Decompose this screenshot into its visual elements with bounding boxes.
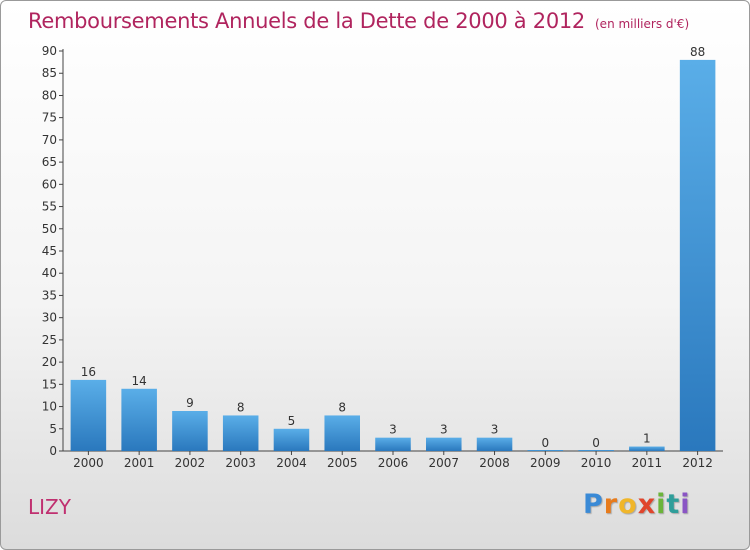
value-label-2003: 8 bbox=[237, 400, 245, 414]
x-tick-label: 2000 bbox=[73, 456, 104, 470]
bar-2010 bbox=[578, 450, 614, 451]
value-label-2005: 8 bbox=[338, 400, 346, 414]
x-tick-label: 2009 bbox=[530, 456, 561, 470]
x-tick-label: 2011 bbox=[632, 456, 663, 470]
y-tick-label: 90 bbox=[42, 44, 57, 58]
y-tick-label: 45 bbox=[42, 244, 57, 258]
bar-2006 bbox=[375, 437, 411, 451]
y-tick-label: 5 bbox=[49, 422, 57, 436]
logo-letter: t bbox=[666, 489, 681, 520]
value-label-2009: 0 bbox=[541, 436, 549, 450]
y-tick-label: 0 bbox=[49, 444, 57, 458]
bar-2004 bbox=[273, 428, 310, 451]
y-tick-label: 55 bbox=[42, 200, 57, 214]
y-tick-label: 80 bbox=[42, 88, 57, 102]
y-tick-label: 10 bbox=[42, 400, 57, 414]
logo-letter: r bbox=[603, 489, 619, 520]
y-tick-label: 35 bbox=[42, 288, 57, 302]
y-tick-label: 15 bbox=[42, 377, 57, 391]
x-tick-label: 2004 bbox=[276, 456, 307, 470]
bar-2001 bbox=[121, 388, 157, 451]
proxiti-logo: Proxiti bbox=[583, 489, 691, 520]
bar-2012 bbox=[679, 59, 716, 452]
x-tick-label: 2003 bbox=[225, 456, 256, 470]
value-label-2000: 16 bbox=[81, 365, 96, 379]
value-label-2002: 9 bbox=[186, 396, 194, 410]
bar-2005 bbox=[324, 415, 360, 451]
bar-2007 bbox=[426, 437, 462, 451]
place-name: LIZY bbox=[28, 495, 71, 519]
x-tick-label: 2001 bbox=[124, 456, 155, 470]
value-label-2001: 14 bbox=[132, 374, 147, 388]
x-tick-label: 2012 bbox=[682, 456, 713, 470]
bar-2009 bbox=[527, 450, 564, 451]
bar-2011 bbox=[629, 446, 665, 451]
value-label-2011: 1 bbox=[643, 432, 651, 446]
logo-letter: x bbox=[637, 489, 657, 520]
value-label-2008: 3 bbox=[491, 423, 499, 437]
value-label-2012: 88 bbox=[690, 45, 705, 59]
chart-subtitle: (en milliers d'€) bbox=[595, 17, 690, 31]
y-tick-label: 75 bbox=[42, 111, 57, 125]
x-tick-label: 2008 bbox=[479, 456, 510, 470]
x-tick-label: 2010 bbox=[581, 456, 612, 470]
value-label-2010: 0 bbox=[592, 436, 600, 450]
y-tick-label: 20 bbox=[42, 355, 57, 369]
logo-letter: i bbox=[680, 489, 691, 520]
x-tick-label: 2007 bbox=[428, 456, 459, 470]
y-tick-label: 70 bbox=[42, 133, 57, 147]
bar-2003 bbox=[222, 415, 259, 451]
bar-2002 bbox=[172, 411, 208, 451]
bar-2000 bbox=[70, 379, 107, 451]
chart-title-text: Remboursements Annuels de la Dette de 20… bbox=[28, 9, 585, 33]
logo-letter: i bbox=[656, 489, 667, 520]
value-label-2007: 3 bbox=[440, 423, 448, 437]
y-tick-label: 30 bbox=[42, 311, 57, 325]
y-tick-label: 65 bbox=[42, 155, 57, 169]
chart-title: Remboursements Annuels de la Dette de 20… bbox=[28, 9, 689, 33]
bar-2008 bbox=[476, 437, 513, 451]
y-tick-label: 60 bbox=[42, 177, 57, 191]
y-tick-label: 85 bbox=[42, 66, 57, 80]
x-tick-label: 2005 bbox=[327, 456, 358, 470]
value-label-2004: 5 bbox=[288, 414, 296, 428]
x-tick-label: 2002 bbox=[175, 456, 206, 470]
value-label-2006: 3 bbox=[389, 423, 397, 437]
x-tick-label: 2006 bbox=[378, 456, 409, 470]
y-tick-label: 40 bbox=[42, 266, 57, 280]
y-tick-label: 50 bbox=[42, 222, 57, 236]
logo-letter: P bbox=[583, 489, 604, 520]
y-tick-label: 25 bbox=[42, 333, 57, 347]
logo-letter: o bbox=[618, 489, 638, 520]
